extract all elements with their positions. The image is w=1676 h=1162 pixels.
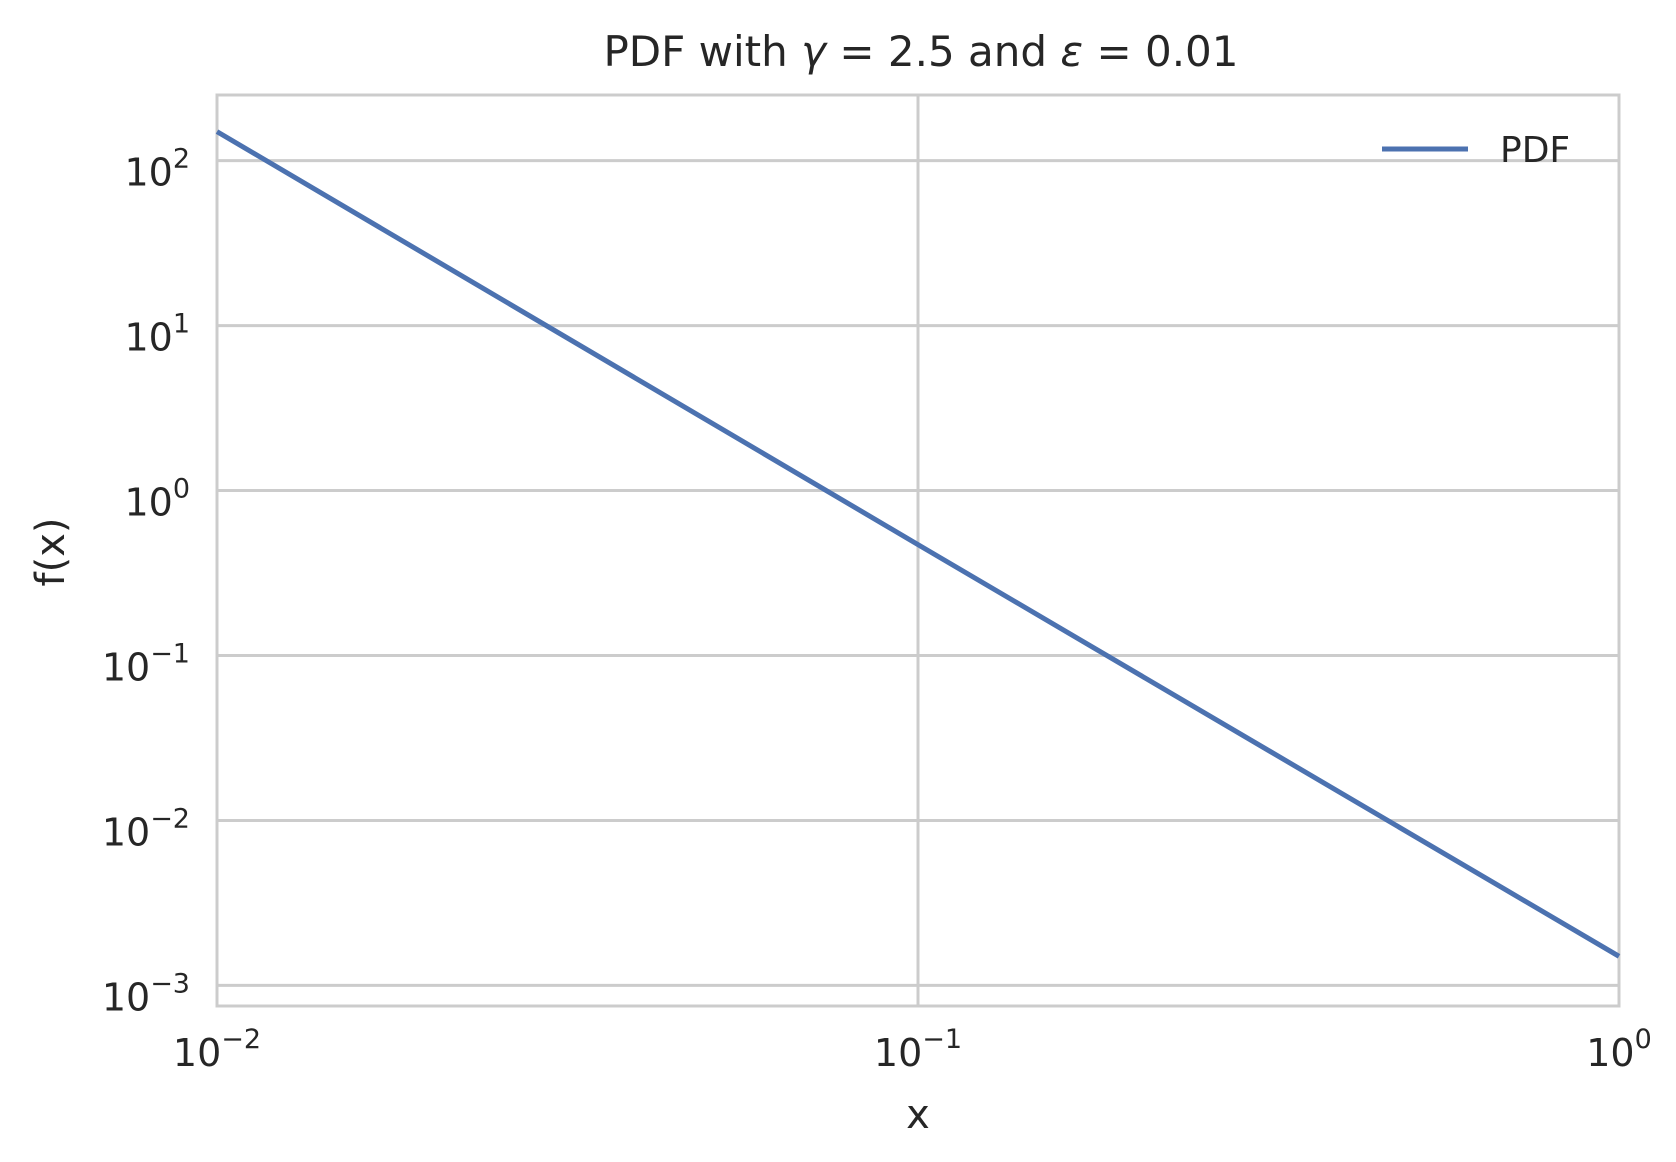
series-layer xyxy=(215,129,1621,959)
y-tick-label: 102 xyxy=(124,144,190,195)
legend-label: PDF xyxy=(1500,130,1570,171)
y-axis-label: f(x) xyxy=(28,518,74,587)
plot-frame xyxy=(215,93,1621,1008)
y-tick-label: 10−1 xyxy=(102,638,190,689)
x-tick-label: 10−1 xyxy=(874,1024,962,1075)
y-tick-label: 100 xyxy=(124,474,190,525)
y-tick-labels: 102 101 100 10−1 10−2 10−3 xyxy=(102,144,190,1020)
chart-title: PDF with γ = 2.5 and ε = 0.01 xyxy=(603,27,1238,76)
x-tick-label: 10−2 xyxy=(173,1024,261,1075)
y-tick-label: 10−3 xyxy=(102,968,190,1019)
x-tick-label: 100 xyxy=(1586,1024,1652,1075)
legend: PDF xyxy=(1382,130,1570,171)
series-line-pdf xyxy=(215,129,1621,959)
x-axis-label: x xyxy=(906,1092,930,1138)
y-tick-label: 101 xyxy=(124,309,190,360)
y-tick-label: 10−2 xyxy=(102,803,190,854)
x-tick-labels: 10−2 10−1 100 xyxy=(173,1024,1652,1075)
